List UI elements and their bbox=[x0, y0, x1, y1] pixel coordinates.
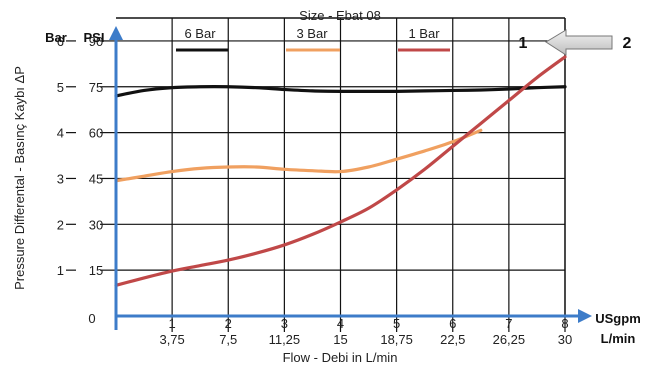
y-unit-psi: PSI bbox=[84, 30, 105, 45]
x-tick-label-lmin: 11,25 bbox=[269, 332, 301, 347]
annotation-number-1: 1 bbox=[519, 35, 528, 52]
x-tick-label-usgpm: 6 bbox=[449, 316, 456, 331]
legend-label-3-bar: 3 Bar bbox=[296, 26, 328, 41]
x-axis-ticks: 13,75 27,5 311,25 415 518,75 622,5 726,25 830 bbox=[159, 316, 572, 347]
y-tick-label-psi: 90 bbox=[89, 34, 103, 49]
y-axis-ticks: 1 15 2 30 3 45 4 60 5 75 6 90 bbox=[57, 34, 116, 278]
y-tick-label-bar: 1 bbox=[57, 263, 64, 278]
x-tick-label-lmin: 18,75 bbox=[380, 332, 413, 347]
y-tick-label-psi: 15 bbox=[89, 263, 103, 278]
series-line-1-bar bbox=[114, 55, 567, 287]
y-tick-label-psi: 30 bbox=[89, 217, 103, 232]
series-layer bbox=[114, 55, 567, 287]
legend: 6 Bar 3 Bar 1 Bar bbox=[176, 26, 450, 52]
y-tick-label-psi: 45 bbox=[89, 171, 103, 186]
legend-label-1-bar: 1 Bar bbox=[408, 26, 440, 41]
x-tick-label-usgpm: 7 bbox=[505, 316, 512, 331]
y-tick-label-bar: 6 bbox=[57, 34, 64, 49]
series-line-6-bar bbox=[114, 85, 567, 98]
x-tick-label-usgpm: 5 bbox=[393, 316, 400, 331]
x-axis-arrowhead bbox=[578, 309, 592, 323]
series-line-3-bar bbox=[114, 128, 483, 183]
x-tick-label-usgpm: 1 bbox=[169, 316, 176, 331]
x-tick-label-lmin: 30 bbox=[558, 332, 572, 347]
x-unit-usgpm: USgpm bbox=[595, 311, 641, 326]
legend-label-6-bar: 6 Bar bbox=[184, 26, 216, 41]
y-unit-bar: Bar bbox=[45, 30, 67, 45]
y-axis-arrowhead bbox=[109, 26, 123, 40]
x-axis-label: Flow - Debi in L/min bbox=[283, 350, 398, 365]
x-tick-label-lmin: 15 bbox=[333, 332, 347, 347]
x-tick-label-usgpm: 4 bbox=[337, 316, 344, 331]
y-tick-label-bar: 5 bbox=[57, 80, 64, 95]
x-tick-label-usgpm: 8 bbox=[561, 316, 568, 331]
y-tick-label-psi: 75 bbox=[89, 80, 103, 95]
x-tick-label-lmin: 26,25 bbox=[493, 332, 526, 347]
x-tick-label-lmin: 22,5 bbox=[440, 332, 465, 347]
y-tick-label-bar: 2 bbox=[57, 217, 64, 232]
y-axis-label: Pressure Differental - Basınç Kaybı ΔP bbox=[12, 66, 27, 290]
chart-title: Size - Ebat 08 bbox=[299, 8, 381, 23]
x-tick-label-lmin: 7,5 bbox=[219, 332, 237, 347]
origin-label: 0 bbox=[88, 311, 95, 326]
annotation-number-2: 2 bbox=[623, 35, 632, 52]
x-tick-label-lmin: 3,75 bbox=[159, 332, 184, 347]
left-arrow-icon bbox=[545, 29, 613, 56]
x-tick-label-usgpm: 3 bbox=[281, 316, 288, 331]
grid bbox=[116, 17, 566, 316]
y-tick-label-psi: 60 bbox=[89, 126, 103, 141]
x-unit-lmin: L/min bbox=[601, 331, 636, 346]
x-tick-label-usgpm: 2 bbox=[225, 316, 232, 331]
y-tick-label-bar: 4 bbox=[57, 126, 64, 141]
y-tick-label-bar: 3 bbox=[57, 171, 64, 186]
